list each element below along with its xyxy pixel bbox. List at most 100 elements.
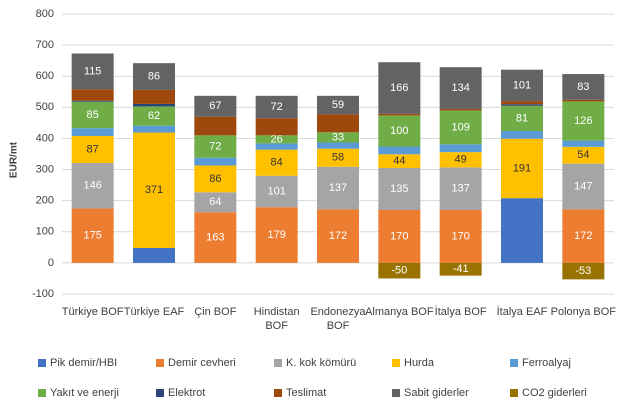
bar-segment: [133, 63, 175, 90]
bar-segment: [501, 138, 543, 199]
bar-segment: [255, 118, 298, 136]
legend-swatch: [38, 359, 46, 367]
data-label: 137: [451, 183, 469, 195]
data-label: 137: [329, 182, 347, 194]
x-tick-label: Hindistan BOF: [254, 306, 300, 332]
legend-label: K. kok kömürü: [286, 357, 356, 369]
y-tick-label: 100: [36, 226, 54, 238]
bar-segment: [501, 104, 543, 106]
y-tick-label: 0: [48, 257, 54, 269]
x-tick-label: Almanya BOF: [365, 306, 434, 318]
bar-segment: [439, 144, 482, 153]
x-tick-label: İtalya BOF: [435, 305, 487, 318]
bar-segment: [439, 210, 482, 263]
bar-segment: [255, 207, 298, 263]
data-label: 166: [390, 82, 408, 94]
data-label: 172: [329, 230, 347, 242]
data-label: 147: [574, 180, 592, 192]
bar-segment: [501, 198, 543, 263]
data-label: -53: [575, 265, 591, 277]
bar-segment: [562, 163, 605, 210]
data-label: 44: [393, 155, 405, 167]
y-tick-label: 800: [36, 8, 54, 20]
legend-swatch: [510, 359, 518, 367]
data-label: 170: [390, 230, 408, 242]
data-label: 87: [87, 143, 99, 155]
bar-segment: [439, 152, 482, 168]
x-tick-label: Çin BOF: [194, 306, 236, 318]
y-tick-label: 200: [36, 195, 54, 207]
bar-segment: [71, 163, 114, 209]
x-tick-label: Türkiye EAF: [124, 306, 185, 318]
data-label: 172: [574, 230, 592, 242]
y-tick-label: 400: [36, 132, 54, 144]
x-tick-label: İtalya EAF: [497, 305, 548, 318]
bar-segment: [133, 89, 175, 104]
bar-segment: [378, 154, 421, 168]
y-tick-label: 500: [36, 101, 54, 113]
data-label: 179: [267, 229, 285, 241]
data-label: 84: [271, 157, 283, 169]
data-label: 135: [390, 183, 408, 195]
bar-segment: [378, 210, 421, 263]
legend-label: Pik demir/HBI: [50, 357, 117, 369]
data-label: -50: [391, 265, 407, 277]
data-label: 170: [451, 230, 469, 242]
bar-segment: [562, 146, 605, 164]
data-label: 33: [332, 131, 344, 143]
bar-segment: [378, 262, 421, 279]
bar-segment: [562, 140, 605, 147]
x-tick-label-line: Hindistan: [254, 306, 300, 318]
data-label: 58: [332, 152, 344, 164]
bar-segment: [378, 62, 421, 114]
bar-segment: [562, 74, 605, 100]
bar-segment: [71, 89, 114, 101]
x-tick-label-line: Endonezya: [310, 306, 366, 318]
legend-label: Yakıt ve enerji: [50, 387, 119, 399]
data-label: 126: [574, 115, 592, 127]
x-tick-label-line: BOF: [265, 320, 288, 332]
bar-segment: [133, 132, 175, 248]
legend-swatch: [156, 389, 164, 397]
bar-segment: [133, 103, 175, 107]
legend-label: Elektrot: [168, 387, 205, 399]
data-label: 191: [513, 162, 531, 174]
x-tick-label: Endonezya BOF: [310, 306, 366, 332]
bar-segment: [71, 101, 114, 129]
data-label: 59: [332, 99, 344, 111]
bar-segment: [317, 132, 359, 143]
bar-segment: [501, 69, 543, 102]
bar-segment: [562, 209, 605, 263]
legend-swatch: [38, 389, 46, 397]
bar-segment: [317, 148, 359, 167]
bar-segment: [378, 115, 421, 147]
y-axis-label: EUR/mt: [9, 141, 20, 178]
bar-segment: [439, 167, 482, 210]
data-label: 100: [390, 125, 408, 137]
bar-segment: [255, 95, 298, 119]
bar-segment: [562, 99, 605, 102]
bar-segment: [439, 108, 482, 111]
bar-segment: [378, 168, 421, 210]
bar-segment: [71, 100, 114, 102]
legend-swatch: [274, 389, 282, 397]
legend-label: Ferroalyaj: [522, 357, 571, 369]
bar-segment: [133, 125, 175, 133]
bar-segment: [317, 142, 359, 149]
y-tick-label: 300: [36, 163, 54, 175]
bar-segment: [194, 95, 237, 117]
bar-segment: [317, 114, 359, 133]
y-tick-label: 600: [36, 70, 54, 82]
bar-segment: [71, 135, 114, 164]
legend-swatch: [274, 359, 282, 367]
data-label: 64: [209, 196, 221, 208]
y-tick-label: -100: [32, 288, 54, 300]
legend-swatch: [156, 359, 164, 367]
x-tick-label: Türkiye BOF: [62, 306, 124, 318]
legend-label: Demir cevheri: [168, 357, 236, 369]
data-label: 134: [451, 82, 469, 94]
data-label: 85: [87, 109, 99, 121]
bar-segment: [317, 95, 359, 115]
data-label: 86: [148, 70, 160, 82]
